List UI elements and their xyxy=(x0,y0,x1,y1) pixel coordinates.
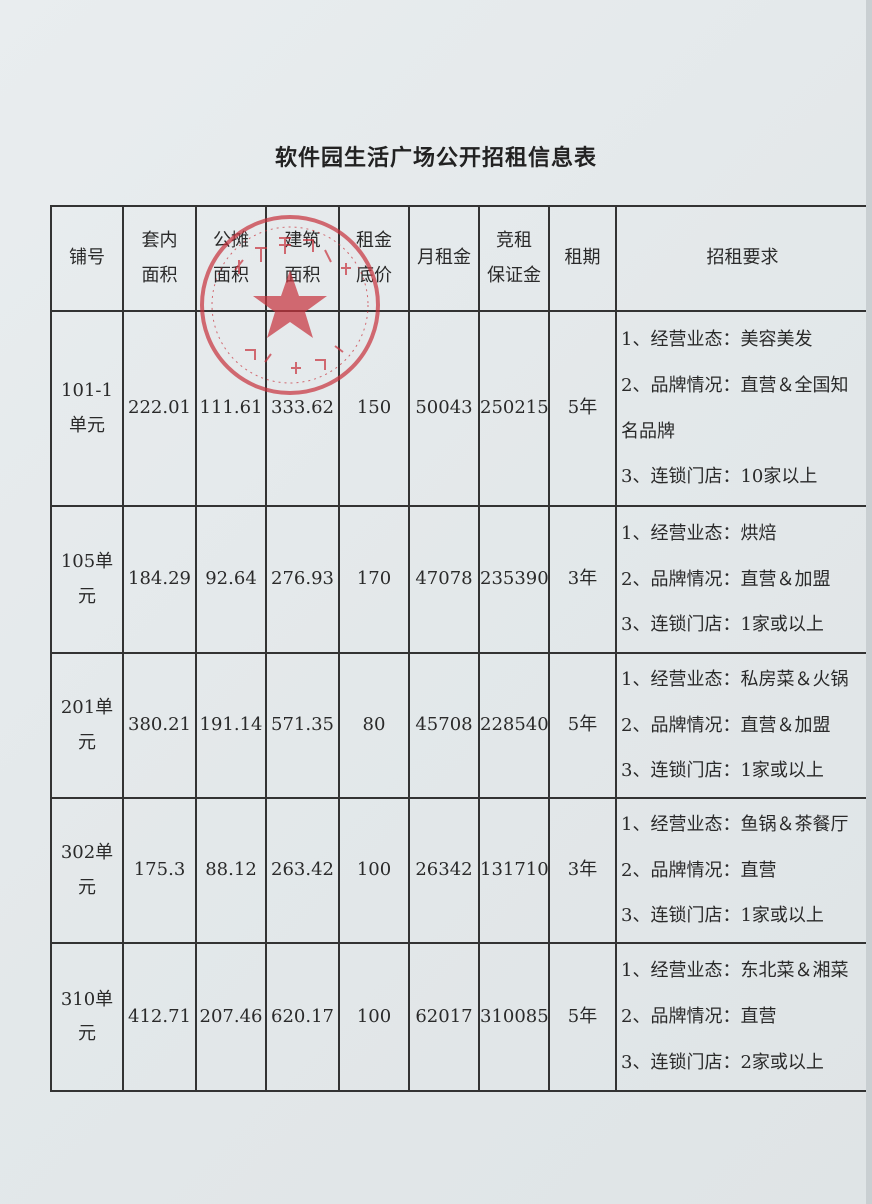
cell-inner-area: 222.01 xyxy=(122,310,197,507)
cell-unit: 105单 元 xyxy=(50,505,124,654)
table-row: 310单 元 412.71 207.46 620.17 100 62017 310085 5年… xyxy=(50,942,870,1092)
cell-base-rent: 150 xyxy=(338,310,410,507)
cell-building-area: 276.93 xyxy=(265,505,340,654)
cell-term: 5年 xyxy=(548,942,617,1092)
cell-requirements: 1、经营业态：烘焙 2、品牌情况：直营＆加盟 3、连锁门店：1家或以上 xyxy=(615,505,870,654)
cell-inner-area: 412.71 xyxy=(122,942,197,1092)
requirement-line: 2、品牌情况：直营＆全国知 xyxy=(621,374,849,396)
cell-deposit: 228540 xyxy=(478,652,550,799)
cell-shared-area: 92.64 xyxy=(195,505,267,654)
cell-shared-area: 207.46 xyxy=(195,942,267,1092)
requirement-line: 3、连锁门店：10家以上 xyxy=(621,466,818,488)
cell-inner-area: 175.3 xyxy=(122,797,197,944)
table-row: 201单 元 380.21 191.14 571.35 80 45708 228540 5年 1… xyxy=(50,652,870,799)
requirement-line: 3、连锁门店：1家或以上 xyxy=(621,905,824,927)
cell-monthly-rent: 50043 xyxy=(408,310,480,507)
paper-edge xyxy=(866,0,872,1204)
cell-unit: 310单 元 xyxy=(50,942,124,1092)
table-row: 302单 元 175.3 88.12 263.42 100 26342 131710 3年 1、… xyxy=(50,797,870,944)
cell-deposit: 235390 xyxy=(478,505,550,654)
document-title: 软件园生活广场公开招租信息表 xyxy=(274,146,597,171)
column-header: 套内 面积 xyxy=(122,205,197,312)
column-header: 铺号 xyxy=(50,205,124,312)
requirement-line: 2、品牌情况：直营＆加盟 xyxy=(621,568,831,590)
requirement-line: 2、品牌情况：直营 xyxy=(621,859,777,881)
table-row: 101-1 单元 222.01 111.61 333.62 150 50043 250215… xyxy=(50,310,870,507)
cell-unit: 302单 元 xyxy=(50,797,124,944)
requirement-line: 1、经营业态：私房菜＆火锅 xyxy=(621,668,849,690)
column-header: 租金 底价 xyxy=(338,205,410,312)
cell-term: 5年 xyxy=(548,310,617,507)
cell-inner-area: 184.29 xyxy=(122,505,197,654)
cell-monthly-rent: 26342 xyxy=(408,797,480,944)
cell-requirements: 1、经营业态：私房菜＆火锅 2、品牌情况：直营＆加盟 3、连锁门店：1家或以上 xyxy=(615,652,870,799)
cell-deposit: 310085 xyxy=(478,942,550,1092)
requirement-line: 名品牌 xyxy=(621,420,675,442)
cell-term: 3年 xyxy=(548,505,617,654)
header-row: 铺号 套内 面积 公摊 面积 建筑 面积 租金 底价 月租金 竞租 保证金 租期 招租要求 xyxy=(50,205,870,312)
cell-monthly-rent: 47078 xyxy=(408,505,480,654)
column-header: 租期 xyxy=(548,205,617,312)
cell-requirements: 1、经营业态：鱼锅＆茶餐厅 2、品牌情况：直营 3、连锁门店：1家或以上 xyxy=(615,797,870,944)
cell-unit: 101-1 单元 xyxy=(50,310,124,507)
cell-building-area: 333.62 xyxy=(265,310,340,507)
cell-building-area: 263.42 xyxy=(265,797,340,944)
column-header: 建筑 面积 xyxy=(265,205,340,312)
requirement-line: 2、品牌情况：直营＆加盟 xyxy=(621,714,831,736)
column-header: 月租金 xyxy=(408,205,480,312)
requirement-line: 3、连锁门店：1家或以上 xyxy=(621,614,824,636)
table-row: 105单 元 184.29 92.64 276.93 170 47078 235390 3年 1… xyxy=(50,505,870,654)
column-header: 竞租 保证金 xyxy=(478,205,550,312)
cell-monthly-rent: 62017 xyxy=(408,942,480,1092)
cell-term: 3年 xyxy=(548,797,617,944)
cell-requirements: 1、经营业态：东北菜＆湘菜 2、品牌情况：直营 3、连锁门店：2家或以上 xyxy=(615,942,870,1092)
cell-monthly-rent: 45708 xyxy=(408,652,480,799)
requirement-line: 1、经营业态：烘焙 xyxy=(621,522,777,544)
requirement-line: 3、连锁门店：1家或以上 xyxy=(621,760,824,782)
cell-term: 5年 xyxy=(548,652,617,799)
cell-shared-area: 191.14 xyxy=(195,652,267,799)
cell-shared-area: 88.12 xyxy=(195,797,267,944)
cell-requirements: 1、经营业态：美容美发 2、品牌情况：直营＆全国知 名品牌 3、连锁门店：10家以上 xyxy=(615,310,870,507)
cell-base-rent: 100 xyxy=(338,942,410,1092)
rental-info-table: 铺号 套内 面积 公摊 面积 建筑 面积 租金 底价 月租金 竞租 保证金 租期 招租要求 10… xyxy=(50,205,870,1092)
requirement-line: 1、经营业态：东北菜＆湘菜 xyxy=(621,960,849,982)
cell-building-area: 620.17 xyxy=(265,942,340,1092)
cell-inner-area: 380.21 xyxy=(122,652,197,799)
cell-base-rent: 100 xyxy=(338,797,410,944)
requirement-line: 1、经营业态：美容美发 xyxy=(621,328,813,350)
requirement-line: 2、品牌情况：直营 xyxy=(621,1006,777,1028)
cell-base-rent: 170 xyxy=(338,505,410,654)
cell-shared-area: 111.61 xyxy=(195,310,267,507)
column-header: 公摊 面积 xyxy=(195,205,267,312)
requirement-line: 3、连锁门店：2家或以上 xyxy=(621,1051,824,1073)
requirement-line: 1、经营业态：鱼锅＆茶餐厅 xyxy=(621,813,849,835)
column-header: 招租要求 xyxy=(615,205,870,312)
cell-building-area: 571.35 xyxy=(265,652,340,799)
cell-deposit: 250215 xyxy=(478,310,550,507)
cell-deposit: 131710 xyxy=(478,797,550,944)
cell-base-rent: 80 xyxy=(338,652,410,799)
cell-unit: 201单 元 xyxy=(50,652,124,799)
